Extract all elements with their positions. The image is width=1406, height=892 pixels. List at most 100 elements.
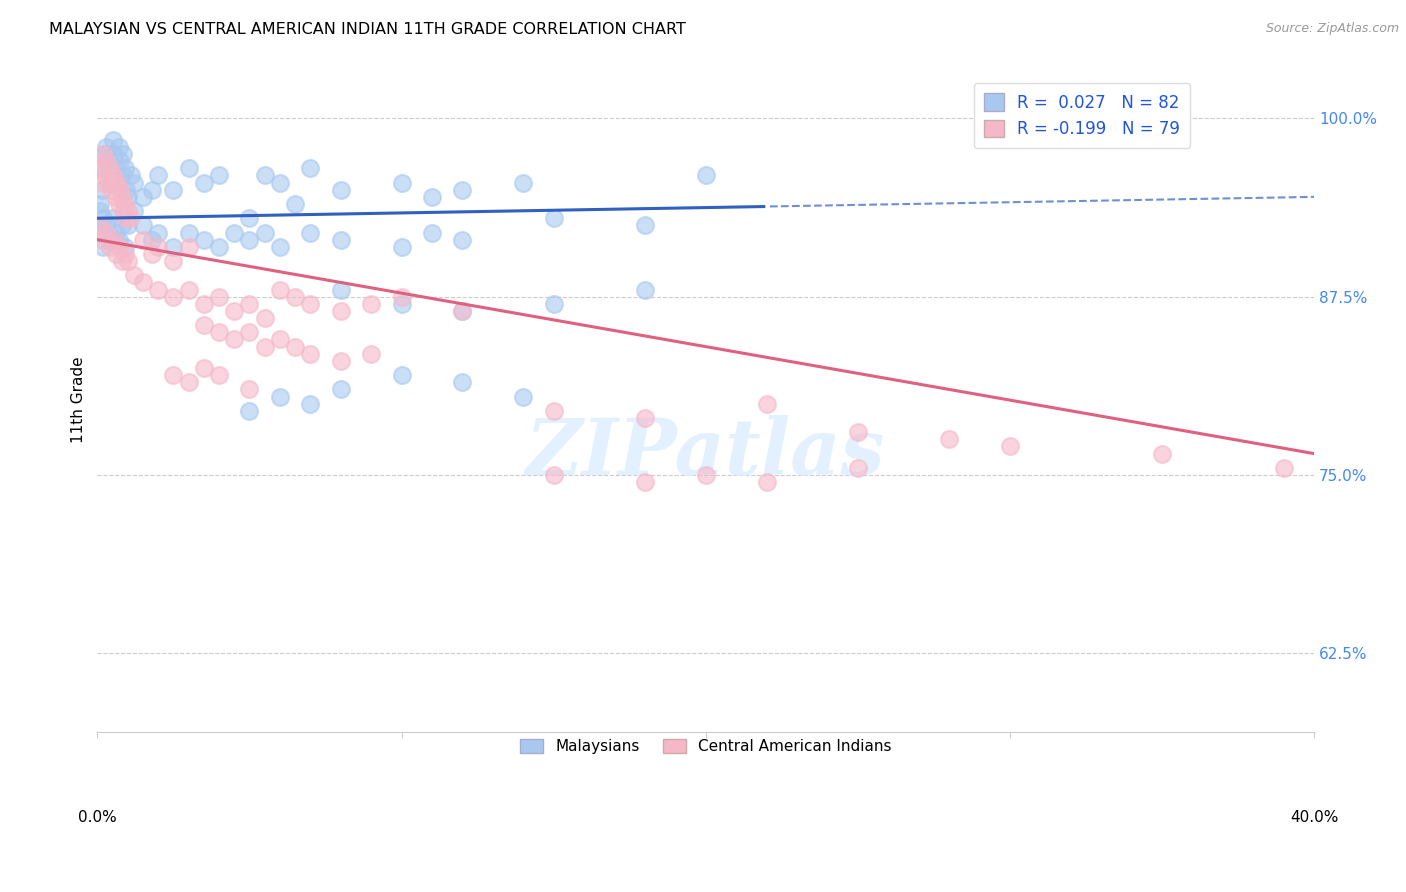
Point (543, 467, 565, 482)
Point (238, 383, 260, 397)
Point (998, 440, 1021, 454)
Point (93, 161, 115, 176)
Point (96, 154, 118, 169)
Point (284, 197, 307, 211)
Point (132, 276, 155, 290)
Point (208, 290, 231, 304)
Point (89, 197, 111, 211)
Point (141, 183, 163, 197)
Point (391, 368, 413, 383)
Point (238, 211, 260, 226)
Point (148, 240, 170, 254)
Point (96, 226, 118, 240)
Point (108, 154, 131, 169)
Point (846, 425, 869, 440)
Point (177, 283, 200, 297)
Point (420, 190, 443, 204)
Point (148, 283, 170, 297)
Point (755, 397, 778, 411)
Point (104, 226, 127, 240)
Text: MALAYSIAN VS CENTRAL AMERICAN INDIAN 11TH GRADE CORRELATION CHART: MALAYSIAN VS CENTRAL AMERICAN INDIAN 11T… (49, 22, 686, 37)
Point (104, 161, 127, 176)
Point (177, 376, 200, 390)
Point (93, 211, 115, 226)
Point (107, 240, 129, 254)
Point (94, 147, 117, 161)
Point (543, 404, 565, 418)
Point (634, 475, 657, 489)
Point (208, 240, 231, 254)
Point (97, 154, 120, 169)
Point (695, 169, 717, 183)
Point (329, 183, 352, 197)
Point (846, 461, 869, 475)
Point (269, 240, 291, 254)
Point (177, 161, 200, 176)
Point (299, 297, 322, 311)
Point (238, 326, 260, 340)
Point (105, 176, 128, 190)
Point (90, 176, 112, 190)
Point (107, 197, 129, 211)
Point (117, 219, 139, 233)
Point (90, 183, 112, 197)
Point (89, 226, 111, 240)
Point (122, 268, 145, 283)
Point (938, 433, 960, 447)
Point (108, 183, 131, 197)
Point (112, 204, 135, 219)
Point (107, 233, 129, 247)
Point (148, 226, 170, 240)
Point (98, 233, 121, 247)
Point (512, 390, 534, 404)
Point (101, 169, 124, 183)
Point (162, 290, 184, 304)
Point (238, 404, 260, 418)
Point (103, 176, 125, 190)
Point (117, 190, 139, 204)
Point (89, 204, 111, 219)
Point (391, 240, 413, 254)
Text: Source: ZipAtlas.com: Source: ZipAtlas.com (1265, 22, 1399, 36)
Point (224, 304, 246, 318)
Point (103, 147, 125, 161)
Point (117, 254, 139, 268)
Point (193, 318, 215, 333)
Point (284, 340, 307, 354)
Point (114, 197, 136, 211)
Point (104, 190, 127, 204)
Point (360, 347, 382, 361)
Point (162, 183, 184, 197)
Point (360, 297, 382, 311)
Point (253, 226, 276, 240)
Point (100, 183, 122, 197)
Point (162, 368, 184, 383)
Point (543, 211, 565, 226)
Point (114, 247, 136, 261)
Point (512, 176, 534, 190)
Point (299, 226, 322, 240)
Y-axis label: 11th Grade: 11th Grade (72, 357, 86, 443)
Point (101, 211, 124, 226)
Point (193, 297, 215, 311)
Point (193, 176, 215, 190)
Point (132, 219, 155, 233)
Point (329, 233, 352, 247)
Point (208, 169, 231, 183)
Point (695, 467, 717, 482)
Point (148, 169, 170, 183)
Point (111, 190, 134, 204)
Point (122, 176, 145, 190)
Point (96, 140, 118, 154)
Point (299, 161, 322, 176)
Text: 40.0%: 40.0% (1289, 810, 1339, 825)
Point (299, 397, 322, 411)
Point (329, 304, 352, 318)
Point (112, 147, 135, 161)
Point (107, 140, 129, 154)
Point (111, 254, 134, 268)
Point (208, 326, 231, 340)
Point (451, 183, 474, 197)
Legend: Malaysians, Central American Indians: Malaysians, Central American Indians (515, 733, 897, 761)
Point (269, 283, 291, 297)
